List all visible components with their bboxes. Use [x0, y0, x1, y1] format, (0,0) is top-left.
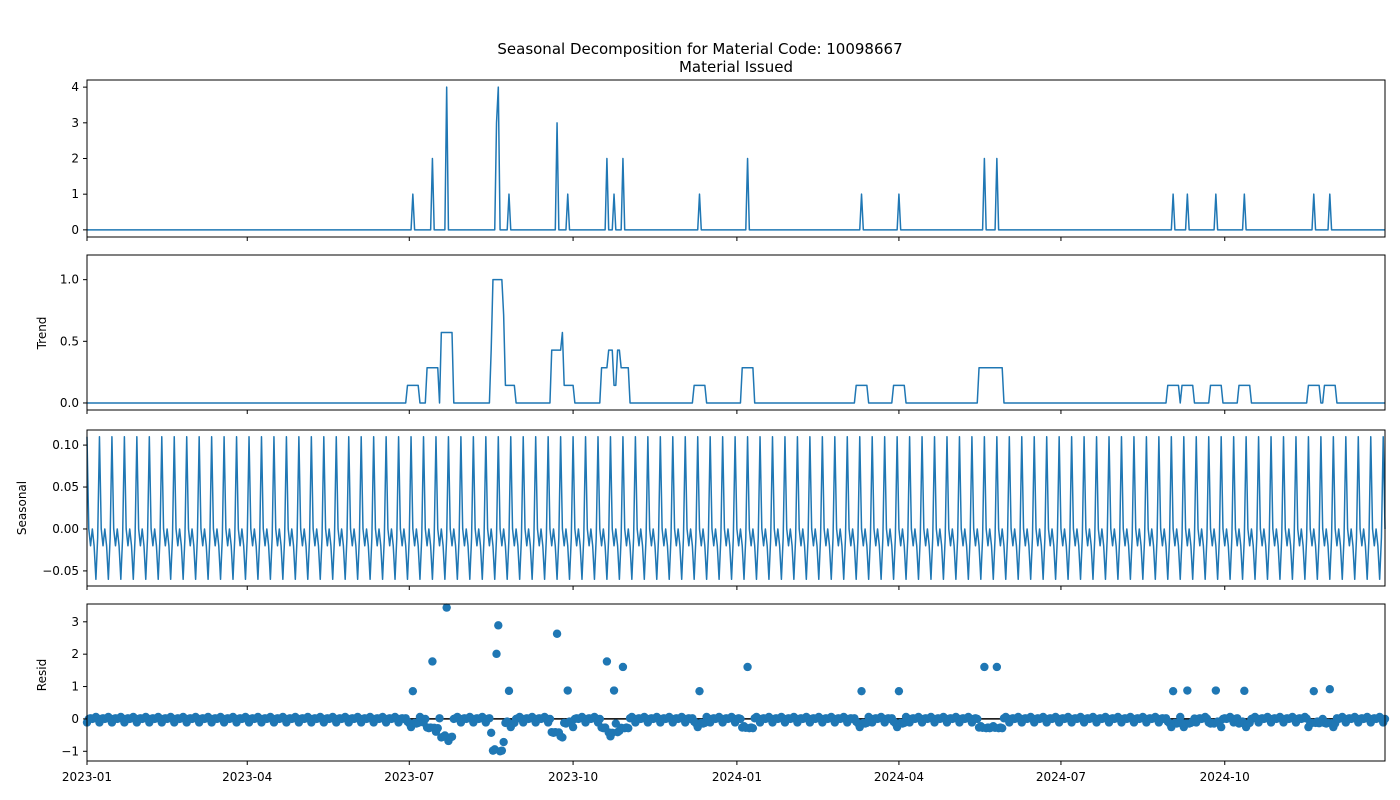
resid-point: [595, 714, 604, 724]
resid-point: [504, 686, 514, 696]
resid-point: [980, 662, 989, 672]
xtick-label: 2024-07: [1036, 770, 1086, 784]
xtick-label: 2024-01: [712, 770, 762, 784]
ytick-label: 1.0: [60, 273, 79, 287]
ytick-label: 3: [71, 615, 79, 629]
ytick-label: 2: [71, 647, 79, 661]
ytick-label: 1: [71, 187, 79, 201]
resid-point: [973, 714, 982, 724]
xtick-label: 2023-04: [222, 770, 272, 784]
panel-material-issued: Material Issued 0 1 2 3 4: [71, 58, 1386, 241]
figure-suptitle: Seasonal Decomposition for Material Code…: [497, 40, 902, 58]
resid-point: [748, 723, 758, 733]
resid-point: [1325, 685, 1335, 694]
resid-point: [736, 714, 745, 724]
ytick-label: 0.00: [52, 522, 79, 536]
ytick-label: 0: [71, 223, 79, 237]
resid-point: [992, 662, 1002, 672]
resid-point: [421, 714, 430, 724]
resid-point: [433, 723, 442, 733]
ytick-label: 3: [71, 116, 79, 130]
resid-point: [485, 714, 494, 723]
xtick-label: 2024-10: [1200, 770, 1250, 784]
resid-point: [408, 686, 418, 696]
resid-point: [743, 662, 752, 672]
panel-trend: Trend 0.0 0.5 1.0: [35, 254, 1386, 414]
resid-point: [494, 621, 503, 630]
resid-point: [492, 649, 501, 659]
xtick-label: 2023-01: [62, 770, 112, 784]
resid-point: [1168, 686, 1178, 696]
panel-seasonal: Seasonal −0.05 0.00 0.05 0.10: [15, 429, 1386, 590]
resid-point: [486, 728, 496, 737]
panel-title: Material Issued: [679, 58, 793, 76]
ytick-label: 1: [71, 680, 79, 694]
resid-point: [1183, 686, 1192, 695]
panel-ylabel-seasonal: Seasonal: [15, 481, 29, 535]
resid-point: [602, 657, 612, 666]
resid-point: [624, 723, 633, 733]
ytick-label: 0.5: [60, 334, 79, 348]
resid-point: [447, 732, 457, 741]
panel-ylabel-resid: Resid: [35, 659, 49, 691]
xtick-label: 2023-10: [548, 770, 598, 784]
ytick-label: 0.0: [60, 396, 79, 410]
axes-frame: [86, 254, 1386, 411]
resid-point: [695, 686, 704, 696]
ytick-label: 0.10: [52, 438, 79, 452]
resid-point: [997, 723, 1007, 733]
resid-point: [497, 746, 507, 755]
resid-point: [1309, 686, 1318, 696]
resid-point: [1216, 722, 1226, 732]
ytick-label: 0.05: [52, 480, 79, 494]
resid-point: [894, 686, 904, 696]
resid-point: [618, 662, 628, 672]
resid-point: [609, 686, 619, 695]
resid-point: [499, 737, 508, 747]
series-line: [87, 86, 1385, 231]
series-line: [86, 435, 1386, 581]
xtick-label: 2024-04: [874, 770, 924, 784]
series-line: [87, 278, 1385, 404]
resid-point: [435, 714, 444, 723]
resid-point: [563, 686, 572, 695]
panel-ylabel-trend: Trend: [35, 317, 49, 351]
axes-frame: [86, 429, 1386, 587]
ytick-label: −1: [61, 744, 79, 758]
resid-point: [558, 733, 567, 742]
resid-point: [428, 657, 437, 666]
resid-point: [1211, 686, 1221, 695]
resid-point: [1240, 686, 1249, 696]
ytick-label: 2: [71, 152, 79, 166]
resid-point: [568, 722, 578, 732]
resid-point: [552, 629, 562, 638]
ytick-label: 4: [71, 80, 79, 94]
resid-point: [442, 603, 451, 612]
ytick-label: −0.05: [42, 564, 79, 578]
resid-point: [857, 686, 866, 696]
resid-point: [545, 714, 555, 724]
panel-residual: Resid −1 0 1 2 3 2023-01 2023-04 2023-07 2023-10…: [35, 603, 1390, 784]
ytick-label: 0: [71, 712, 79, 726]
axes-frame: [86, 603, 1386, 762]
xtick-label: 2023-07: [384, 770, 434, 784]
